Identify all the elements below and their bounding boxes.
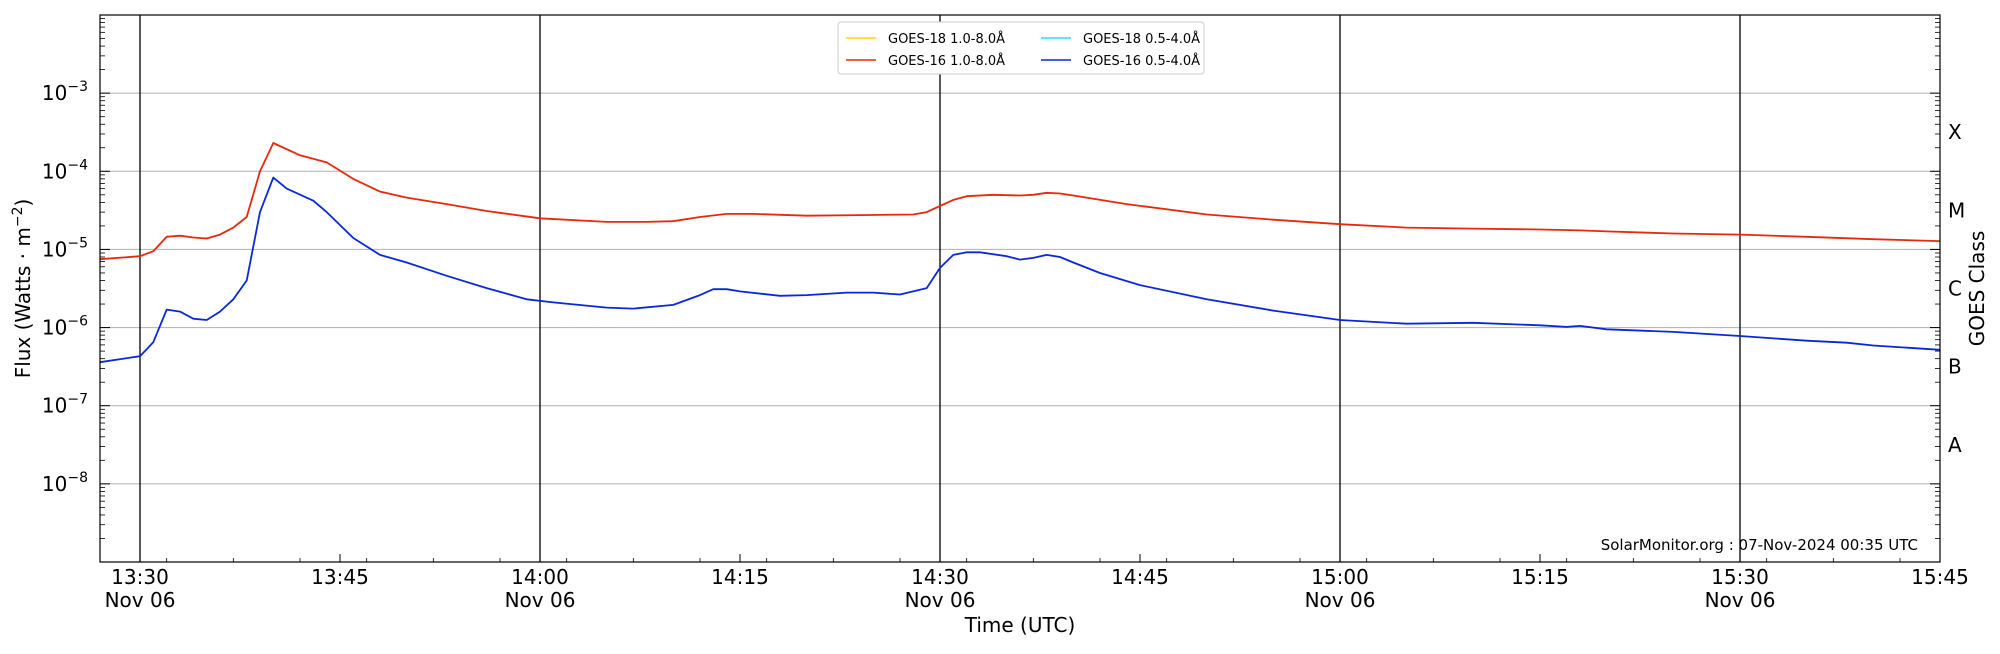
legend-label: GOES-16 0.5-4.0Å xyxy=(1083,53,1200,69)
legend-items: GOES-18 1.0-8.0Å GOES-18 0.5-4.0Å GOES-16 … xyxy=(846,31,1200,69)
y-tick-base: 10 xyxy=(42,316,67,340)
x-axis-label: Time (UTC) xyxy=(964,613,1076,637)
y-tick-exponent: −8 xyxy=(67,470,88,486)
x-tick-label: 14:15 xyxy=(711,565,769,589)
legend-box xyxy=(837,21,1205,75)
goes-class-label: M xyxy=(1948,198,1965,222)
day-marker-lines xyxy=(139,15,1741,562)
goes-class-label: C xyxy=(1948,277,1962,301)
y-tick-exponent: −4 xyxy=(67,157,88,173)
y-tick-label: 10−8 xyxy=(42,470,88,496)
x-tick-date-label: Nov 06 xyxy=(105,588,176,612)
y-tick-base: 10 xyxy=(42,394,67,418)
y-tick-exponent: −3 xyxy=(67,79,88,95)
legend-label: GOES-18 1.0-8.0Å xyxy=(888,31,1005,47)
x-tick-label: 14:00 xyxy=(511,565,569,589)
legend: GOES-18 1.0-8.0Å GOES-18 0.5-4.0Å GOES-16 … xyxy=(837,21,1205,75)
x-tick-label: 15:30 xyxy=(1711,565,1769,589)
x-tick-label: 13:45 xyxy=(311,565,369,589)
legend-label: GOES-16 1.0-8.0Å xyxy=(888,53,1005,69)
x-tick-label: 14:45 xyxy=(1111,565,1169,589)
y-tick-label: 10−5 xyxy=(42,235,88,261)
y-tick-label: 10−7 xyxy=(42,392,88,418)
series-line xyxy=(99,176,1941,364)
plot-frame xyxy=(99,14,1941,563)
y-axis-label-main: Flux (Watts · m xyxy=(11,227,35,378)
legend-label: GOES-18 0.5-4.0Å xyxy=(1083,31,1200,47)
y-tick-label: 10−3 xyxy=(42,79,88,105)
x-tick-label: 15:45 xyxy=(1911,565,1969,589)
y-tick-label: 10−4 xyxy=(42,157,88,183)
y-axis-label-close: ) xyxy=(11,199,35,207)
goes-class-label: B xyxy=(1948,355,1962,379)
y-tick-base: 10 xyxy=(42,81,67,105)
x-tick-date-label: Nov 06 xyxy=(905,588,976,612)
y-axis-label: Flux (Watts · m−2) xyxy=(10,199,35,379)
goes-class-label: X xyxy=(1948,120,1962,144)
series-line xyxy=(99,142,1941,261)
x-tick-label: 14:30 xyxy=(911,565,969,589)
y-tick-exponent: −6 xyxy=(67,314,88,330)
y-tick-base: 10 xyxy=(42,237,67,261)
credit-text: SolarMonitor.org : 07-Nov-2024 00:35 UTC xyxy=(1601,536,1918,554)
y-tick-base: 10 xyxy=(42,159,67,183)
y-tick-label: 10−6 xyxy=(42,314,88,340)
x-tick-label: 15:15 xyxy=(1511,565,1569,589)
x-tick-date-label: Nov 06 xyxy=(1705,588,1776,612)
y-axis-label-exponent: −2 xyxy=(10,207,26,228)
x-tick-date-label: Nov 06 xyxy=(505,588,576,612)
series-layer xyxy=(99,142,1941,364)
grid-layer xyxy=(100,92,1940,485)
x-tick-date-label: Nov 06 xyxy=(1305,588,1376,612)
goes-class-axis-label: GOES Class xyxy=(1965,231,1989,347)
x-tick-label: 13:30 xyxy=(111,565,169,589)
goes-class-label: A xyxy=(1948,433,1962,457)
y-tick-base: 10 xyxy=(42,472,67,496)
x-tick-label: 15:00 xyxy=(1311,565,1369,589)
y-tick-exponent: −7 xyxy=(67,392,88,408)
y-tick-exponent: −5 xyxy=(67,235,88,251)
